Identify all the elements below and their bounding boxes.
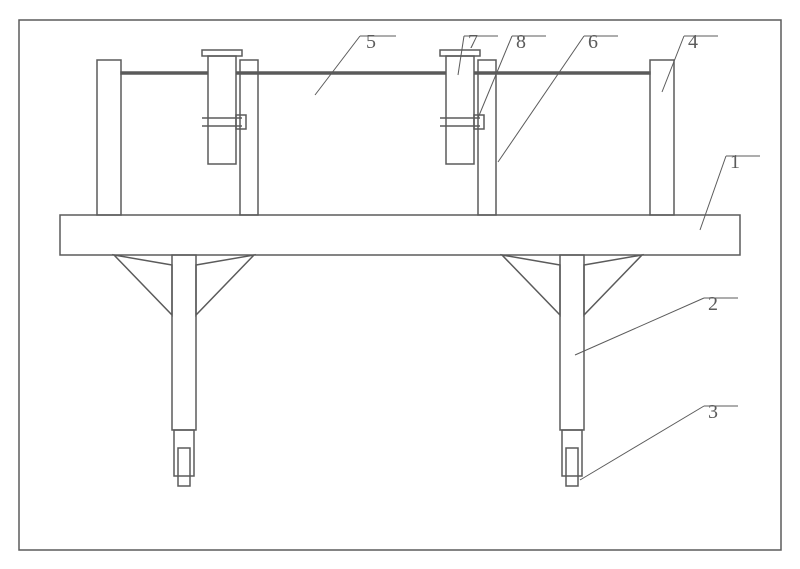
leader-2 <box>575 298 704 355</box>
gusset <box>114 255 172 315</box>
pin-right <box>474 115 484 129</box>
leader-8 <box>478 36 512 118</box>
leg-right <box>560 255 584 430</box>
leg-left <box>172 255 196 430</box>
label-7: 7 <box>468 31 478 53</box>
wheel <box>178 448 190 486</box>
caster-housing <box>562 430 582 476</box>
label-8: 8 <box>516 31 526 53</box>
end-post-right <box>650 60 674 215</box>
label-4: 4 <box>688 31 698 53</box>
end-post-left <box>97 60 121 215</box>
platform <box>60 215 740 255</box>
clamp-body-right <box>446 56 474 164</box>
label-1: 1 <box>730 151 740 173</box>
mid-post-right <box>478 60 496 215</box>
label-2: 2 <box>708 293 718 315</box>
label-5: 5 <box>366 31 376 53</box>
wheel <box>566 448 578 486</box>
clamp-body-left <box>208 56 236 164</box>
gusset <box>584 255 642 315</box>
label-6: 6 <box>588 31 598 53</box>
leader-6 <box>498 36 584 162</box>
gusset <box>502 255 560 315</box>
leader-4 <box>662 36 684 92</box>
clamp-top-plate <box>202 50 242 56</box>
gusset <box>196 255 254 315</box>
drawing-frame <box>19 20 781 550</box>
leader-1 <box>700 156 726 230</box>
leader-3 <box>580 406 704 480</box>
leader-5 <box>315 36 360 95</box>
top-rail <box>121 72 650 74</box>
label-3: 3 <box>708 401 718 423</box>
mid-post-left <box>240 60 258 215</box>
caster-housing <box>174 430 194 476</box>
pin-left <box>236 115 246 129</box>
